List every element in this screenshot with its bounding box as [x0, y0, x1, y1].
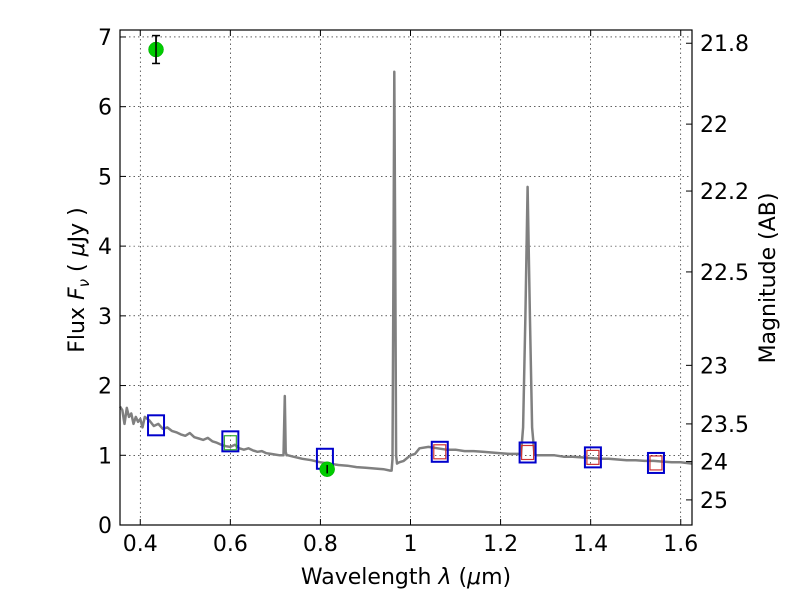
y-tick-label: 3: [98, 305, 112, 330]
photometry-marker-blue: [221, 430, 240, 453]
x-tick-label: 1.4: [573, 532, 608, 557]
y2-tick-label: 22.2: [700, 180, 749, 205]
photometry-marker-inner: [521, 444, 535, 461]
y2-tick-label: 25: [700, 489, 728, 514]
photometry-marker-blue: [646, 451, 665, 474]
photometry-marker-inner: [586, 449, 600, 465]
y2-tick-label: 23: [700, 354, 728, 379]
y-tick-label: 7: [98, 26, 112, 51]
x-tick-label: 1.2: [483, 532, 518, 557]
y2-axis-label: Magnitude (AB): [756, 193, 781, 364]
y-tick-label: 1: [98, 444, 112, 469]
photometry-marker-blue: [430, 440, 449, 463]
y-tick-label: 0: [98, 514, 112, 539]
y-tick-label: 2: [98, 375, 112, 400]
y2-tick-label: 21.8: [700, 32, 749, 57]
y2-tick-label: 22.5: [700, 261, 749, 286]
photometry-marker-inner: [649, 455, 663, 471]
x-axis-label: Wavelength λ (μm): [301, 565, 511, 590]
x-tick-label: 1: [404, 532, 418, 557]
x-tick-label: 0.6: [213, 532, 248, 557]
x-tick-label: 1.6: [663, 532, 698, 557]
photometry-marker-blue: [147, 414, 166, 437]
plot-area: [120, 30, 692, 525]
y-tick-label: 4: [98, 235, 112, 260]
y-tick-label: 5: [98, 165, 112, 190]
series-group: [118, 34, 693, 477]
y2-tick-label: 22: [700, 113, 728, 138]
spectrum-line: [118, 70, 693, 472]
photometry-marker-inner: [223, 435, 237, 451]
y-axis-label: Flux Fν ( μJy ): [65, 207, 93, 352]
photometry-marker-blue: [518, 441, 537, 464]
photometry-marker-blue: [583, 446, 602, 469]
y2-tick-label: 23.5: [700, 413, 749, 438]
y-tick-label: 6: [98, 96, 112, 121]
plot-frame: [119, 29, 693, 526]
y2-tick-label: 24: [700, 451, 728, 476]
x-tick-label: 0.4: [123, 532, 158, 557]
x-tick-label: 0.8: [303, 532, 338, 557]
photometry-marker-inner: [433, 444, 447, 460]
